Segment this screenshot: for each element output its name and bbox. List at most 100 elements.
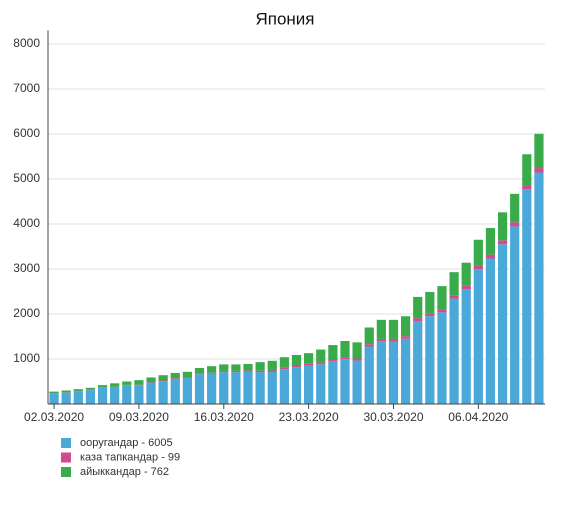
bar-segment [389, 320, 398, 339]
bar-segment [377, 320, 386, 339]
bar-segment [328, 359, 337, 361]
bar-segment [74, 391, 83, 404]
bar-segment [498, 240, 507, 244]
bar-segment [304, 366, 313, 404]
x-tick-label: 16.03.2020 [194, 410, 254, 424]
y-tick-label: 8000 [13, 36, 40, 50]
bar-segment [437, 312, 446, 404]
bar-segment [474, 269, 483, 404]
bar-segment [449, 295, 458, 298]
bar-segment [159, 381, 168, 382]
bar-segment [207, 373, 216, 374]
y-tick-label: 5000 [13, 171, 40, 185]
bar-segment [389, 341, 398, 404]
bar-segment [280, 357, 289, 367]
bar-segment [49, 392, 58, 393]
bar-segment [256, 371, 265, 372]
bar-segment [462, 263, 471, 286]
bar-segment [171, 378, 180, 379]
bar-segment [486, 228, 495, 255]
x-tick-label: 30.03.2020 [363, 410, 423, 424]
bar-segment [534, 173, 543, 404]
bar-segment [328, 345, 337, 359]
bar-segment [280, 369, 289, 404]
bar-segment [316, 362, 325, 364]
y-tick-label: 1000 [13, 351, 40, 365]
legend-label: ооругандар - 6005 [80, 437, 173, 449]
bar-segment [522, 154, 531, 185]
bar-segment [401, 316, 410, 336]
bar-segment [86, 388, 95, 390]
bar-segment [280, 368, 289, 370]
bar-segment [425, 313, 434, 316]
bar-segment [474, 240, 483, 266]
bar-segment [146, 377, 155, 382]
bar-segment [243, 370, 252, 371]
bar-segment [401, 336, 410, 339]
bar-segment [243, 364, 252, 370]
bar-segment [353, 361, 362, 404]
bar-segment [522, 189, 531, 404]
bar-segment [437, 309, 446, 312]
bar-segment [353, 359, 362, 361]
bar-segment [377, 341, 386, 404]
x-tick-label: 23.03.2020 [279, 410, 339, 424]
bar-segment [328, 361, 337, 404]
bar-segment [486, 255, 495, 259]
bar-segment [316, 364, 325, 404]
y-tick-label: 3000 [13, 261, 40, 275]
bar-segment [243, 372, 252, 404]
bar-segment [510, 194, 519, 222]
bar-segment [304, 364, 313, 366]
bar-segment [340, 357, 349, 359]
bar-segment [207, 374, 216, 404]
bar-segment [171, 379, 180, 404]
bar-segment [292, 366, 301, 368]
x-tick-label: 02.03.2020 [24, 410, 84, 424]
bar-segment [534, 168, 543, 172]
bar-segment [171, 373, 180, 378]
bar-segment [159, 375, 168, 380]
bar-segment [534, 134, 543, 168]
bar-segment [340, 359, 349, 404]
bar-segment [437, 286, 446, 309]
bar-segment [195, 368, 204, 373]
bar-segment [268, 361, 277, 371]
bar-segment [146, 382, 155, 404]
bar-segment [219, 371, 228, 372]
bar-segment [98, 385, 107, 387]
bar-segment [62, 393, 71, 404]
bar-segment [486, 259, 495, 404]
y-tick-label: 4000 [13, 216, 40, 230]
bar-segment [86, 390, 95, 404]
bar-segment [449, 299, 458, 404]
bar-segment [389, 339, 398, 342]
bar-segment [98, 387, 107, 404]
bar-segment [292, 367, 301, 404]
bar-segment [195, 374, 204, 404]
bar-segment [134, 385, 143, 404]
bar-segment [365, 344, 374, 346]
bar-segment [122, 385, 131, 404]
bar-segment [74, 389, 83, 391]
bar-segment [522, 185, 531, 189]
bar-segment [462, 286, 471, 289]
y-tick-label: 2000 [13, 306, 40, 320]
bar-segment [498, 244, 507, 404]
bar-segment [365, 328, 374, 345]
y-tick-label: 6000 [13, 126, 40, 140]
x-tick-label: 06.04.2020 [448, 410, 508, 424]
bar-segment [134, 380, 143, 385]
bar-segment [122, 382, 131, 385]
bar-segment [231, 364, 240, 370]
bar-segment [231, 371, 240, 372]
bar-segment [340, 341, 349, 357]
bar-segment [365, 347, 374, 404]
bar-segment [268, 372, 277, 404]
bar-segment [219, 364, 228, 370]
bar-segment [425, 292, 434, 313]
bar-segment [474, 266, 483, 270]
bar-segment [49, 393, 58, 404]
bar-segment [401, 339, 410, 404]
